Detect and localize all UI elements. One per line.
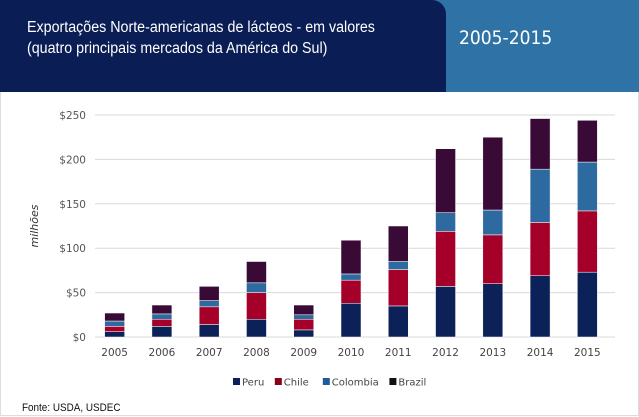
bar-chile-2008 (246, 292, 267, 320)
bar-chile-2011 (388, 269, 409, 307)
x-tick-label: 2015 (574, 347, 601, 359)
bar-peru-2015 (577, 271, 598, 338)
period-label: 2005-2015 (459, 27, 553, 49)
bar-peru-2008 (246, 318, 267, 338)
legend-swatch-colombia (322, 378, 330, 385)
source-note: Fonte: USDA, USDEC (22, 402, 121, 414)
bar-peru-2007 (198, 324, 220, 338)
bar-brazil-2007 (198, 286, 220, 301)
bar-brazil-2012 (435, 148, 456, 213)
bar-peru-2012 (435, 286, 456, 338)
bar-colombia-2006 (151, 313, 173, 320)
bar-colombia-2007 (198, 300, 220, 308)
legend-label-peru: Peru (242, 378, 264, 389)
legend-label-chile: Chile (284, 378, 309, 389)
bar-colombia-2012 (435, 212, 456, 232)
bar-peru-2006 (151, 326, 173, 338)
bar-chile-2009 (293, 318, 314, 331)
legend-label-brazil: Brazil (398, 378, 426, 389)
y-tick-label: $200 (59, 154, 86, 166)
bar-peru-2013 (482, 283, 504, 338)
x-tick-label: 2006 (149, 347, 176, 359)
bar-chile-2007 (198, 306, 220, 325)
x-tick-label: 2007 (196, 347, 223, 359)
legend-label-colombia: Colombia (332, 378, 379, 389)
bar-brazil-2005 (104, 312, 125, 322)
x-tick-label: 2010 (338, 347, 365, 359)
legend-swatch-peru (233, 378, 240, 385)
x-tick-label: 2014 (527, 347, 554, 359)
x-tick-label: 2013 (479, 347, 506, 359)
bar-colombia-2008 (246, 282, 267, 293)
y-tick-label: $100 (59, 243, 86, 255)
bar-colombia-2009 (293, 314, 314, 320)
bar-brazil-2010 (340, 239, 362, 275)
bar-brazil-2008 (246, 261, 267, 284)
bar-peru-2014 (529, 275, 551, 338)
y-tick-label: $50 (66, 288, 86, 300)
y-tick-label: $250 (59, 110, 86, 122)
header-title-panel (0, 0, 446, 92)
bar-chile-2006 (151, 318, 173, 327)
y-tick-label: $0 (73, 332, 86, 344)
legend-swatch-brazil (389, 378, 397, 385)
bar-peru-2010 (340, 303, 362, 338)
x-tick-label: 2009 (290, 347, 317, 359)
bar-colombia-2005 (104, 320, 125, 327)
bar-brazil-2006 (151, 304, 173, 315)
bar-peru-2009 (293, 329, 314, 338)
bar-chile-2012 (435, 231, 456, 287)
bar-brazil-2011 (388, 225, 409, 262)
y-tick-label: $150 (59, 199, 86, 211)
bar-chile-2005 (104, 326, 125, 332)
x-tick-label: 2008 (243, 347, 270, 359)
bar-colombia-2011 (388, 261, 409, 270)
bar-brazil-2014 (529, 118, 551, 170)
bar-colombia-2010 (340, 273, 362, 281)
title-line-2: (quatro principais mercados da América d… (27, 40, 328, 57)
bar-peru-2005 (104, 331, 125, 338)
x-tick-label: 2011 (385, 347, 412, 359)
bar-chile-2014 (529, 222, 551, 276)
title-line-1: Exportações Norte-americanas de lácteos … (27, 19, 375, 36)
legend-swatch-chile (274, 378, 282, 385)
bar-colombia-2014 (529, 168, 551, 223)
y-axis-label: milhões (28, 204, 41, 247)
bar-chile-2010 (340, 279, 362, 304)
bar-brazil-2015 (577, 120, 598, 163)
x-tick-label: 2012 (432, 347, 459, 359)
bar-colombia-2013 (482, 209, 504, 236)
bar-peru-2011 (388, 305, 409, 338)
chart-title: Exportações Norte-americanas de lácteos … (27, 17, 375, 59)
x-tick-label: 2005 (101, 347, 128, 359)
bar-brazil-2009 (293, 304, 314, 316)
bar-colombia-2015 (577, 161, 598, 212)
bar-brazil-2013 (482, 136, 504, 211)
bar-chile-2015 (577, 210, 598, 273)
bar-chile-2013 (482, 234, 504, 284)
